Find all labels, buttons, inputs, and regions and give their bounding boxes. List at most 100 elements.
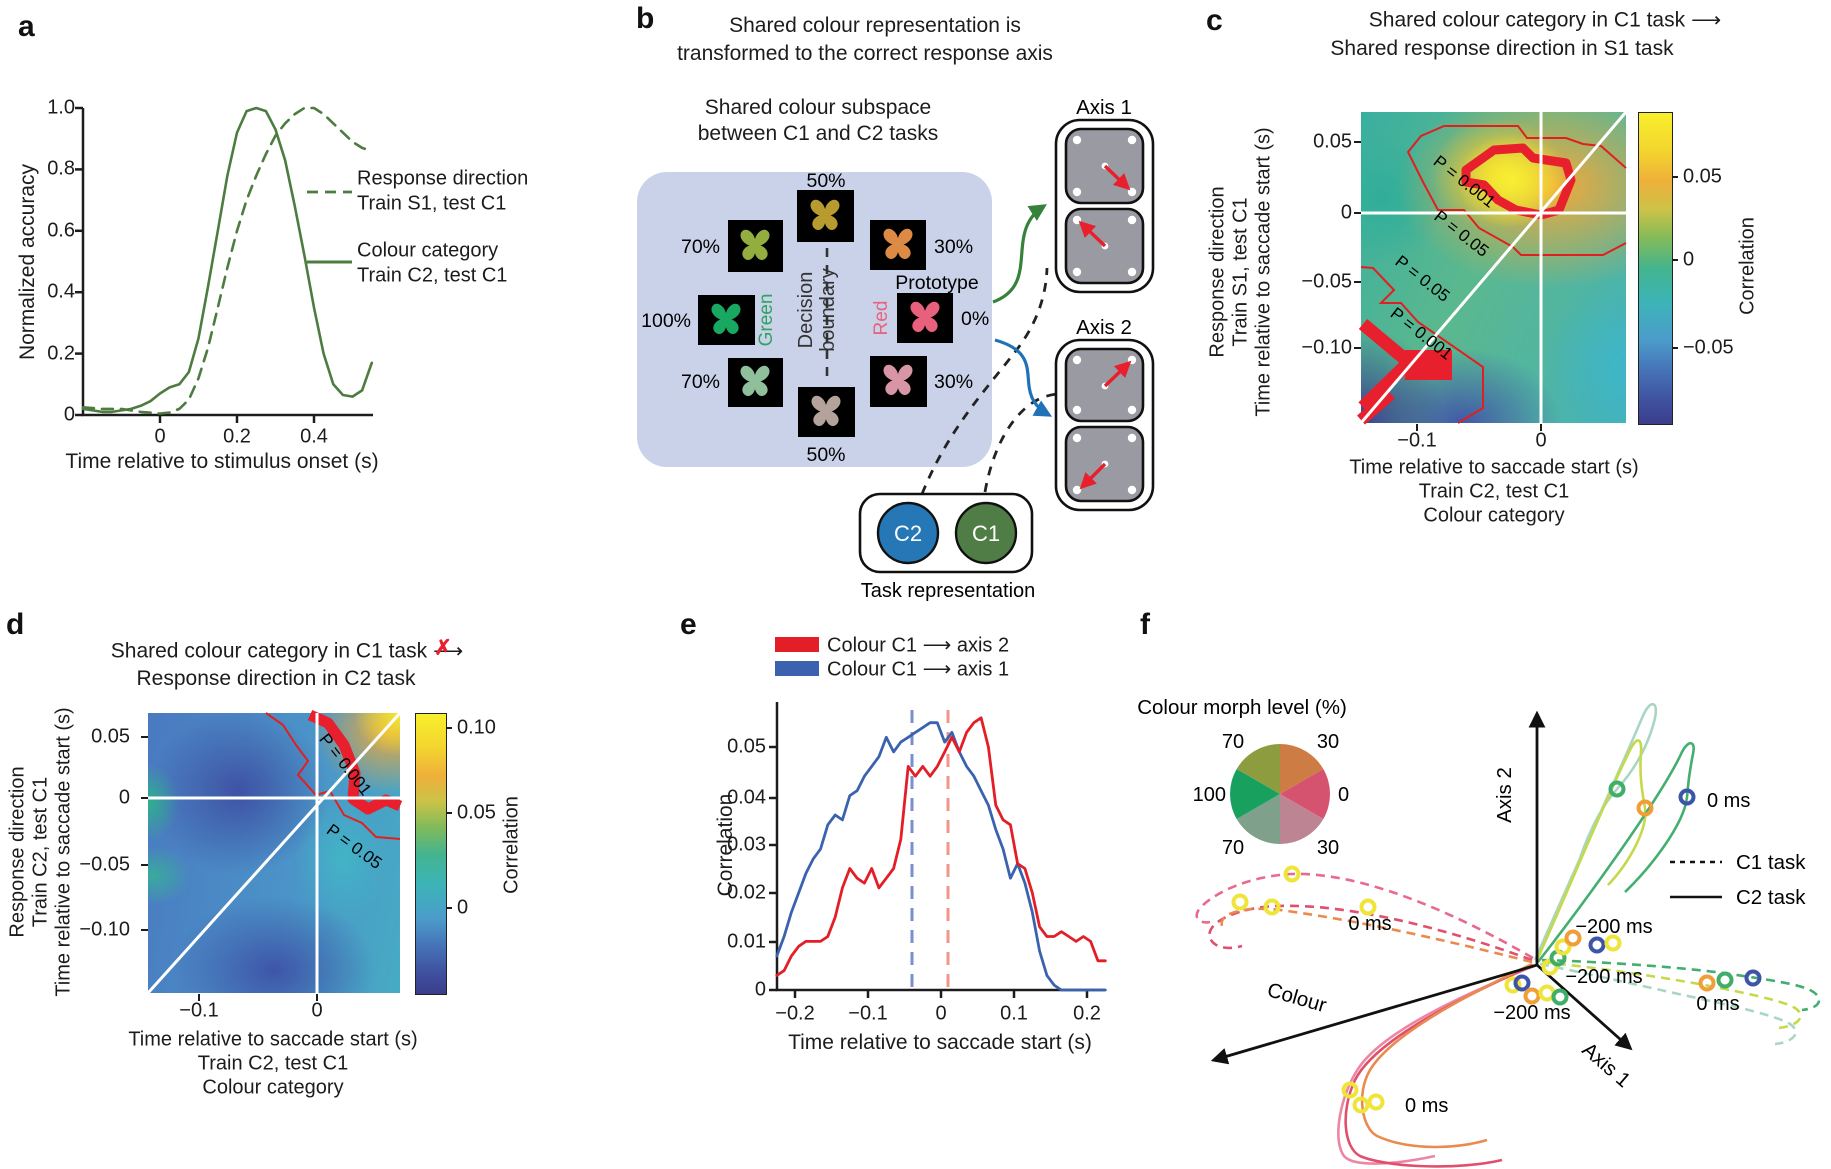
task-to-axis2-connector xyxy=(983,392,1058,493)
panel-d-ylabel-3: Time relative to saccade start (s) xyxy=(52,707,75,997)
panel-a-plot xyxy=(75,106,374,423)
x-tick-label: 0 xyxy=(935,1002,947,1025)
p-value-label: P = 0.05 xyxy=(1392,252,1454,306)
panel-d-title-line1: Shared colour category in C1 task ⟶ ✗ xyxy=(111,636,464,664)
y-tick-label: 0.01 xyxy=(727,930,766,953)
pie-label: 70 xyxy=(1222,731,1244,753)
colour-axis-label: Colour xyxy=(1265,978,1330,1017)
y-tick-label: 0.05 xyxy=(91,725,130,748)
morph-pct-top: 50% xyxy=(806,170,845,192)
axis2-label: Axis 2 xyxy=(1076,316,1132,339)
y-tick-label: 0.03 xyxy=(727,833,766,856)
task-c2-text: C2 xyxy=(894,521,922,546)
axis-ticks xyxy=(75,106,316,423)
y-tick-label: −0.10 xyxy=(1301,336,1352,359)
panel-e-xlabel: Time relative to saccade start (s) xyxy=(788,1031,1092,1054)
y-tick-label: 0.6 xyxy=(47,219,75,242)
pie-wedge-70-top-left xyxy=(1236,744,1280,794)
time-label-m200ms: −200 ms xyxy=(1565,966,1642,988)
axis-ticks xyxy=(769,745,1089,998)
heatmap-d-overlay: P = 0.001 P = 0.05 xyxy=(146,709,403,995)
time-markers xyxy=(1231,780,1762,1114)
legend-swatch-blue xyxy=(775,661,819,676)
time-label-0ms: 0 ms xyxy=(1696,993,1739,1015)
pie-label: 70 xyxy=(1222,837,1244,859)
y-tick-label: −0.05 xyxy=(1301,270,1352,293)
x-tick-mark xyxy=(1416,424,1418,431)
x-tick-mark xyxy=(1540,424,1542,431)
legend-c2-task: C2 task xyxy=(1736,886,1806,909)
panel-e-plot xyxy=(769,702,1107,998)
significant-cluster-negative xyxy=(1358,359,1412,412)
pie-wedge-70-bottom-left xyxy=(1236,794,1280,844)
task-c1-text: C1 xyxy=(972,521,1000,546)
panel-c-label: c xyxy=(1206,4,1223,37)
red-category-label: Red xyxy=(871,301,892,336)
legend-label: Train C2, test C1 xyxy=(357,264,508,287)
colorbar-tick xyxy=(446,727,452,729)
panel-d-ylabel-1: Response direction xyxy=(6,766,29,938)
colorbar-d xyxy=(415,713,447,995)
panel-a-xlabel: Time relative to stimulus onset (s) xyxy=(65,450,379,473)
axis2-axis-label: Axis 2 xyxy=(1493,767,1516,823)
x-tick-mark xyxy=(316,994,318,1001)
y-tick-label: −0.05 xyxy=(79,853,130,876)
x-tick-label: 0.4 xyxy=(300,425,328,448)
arrow-icon: ⟶ xyxy=(922,634,952,657)
y-tick-mark xyxy=(141,864,148,866)
morph-pct-bottom: 50% xyxy=(806,444,845,466)
panel-b-subtitle-line1: Shared colour subspace xyxy=(704,96,932,119)
decision-label-1: Decision xyxy=(795,272,817,349)
y-tick-label: 0.04 xyxy=(727,786,766,809)
panel-c-title-text: Shared colour category in C1 task xyxy=(1368,8,1686,32)
x-tick-label: 0 xyxy=(1535,429,1547,452)
morph-pct-upper-right: 30% xyxy=(934,236,973,258)
p-value-label: P = 0.05 xyxy=(1431,207,1493,261)
significant-cluster-negative xyxy=(1405,350,1452,380)
panel-c-ylabel-1: Response direction xyxy=(1206,186,1229,358)
y-tick-label: 0.4 xyxy=(47,280,75,303)
time-label-m200ms: −200 ms xyxy=(1575,916,1652,938)
pie-label: 30 xyxy=(1317,731,1339,753)
x-tick-label: 0.2 xyxy=(223,425,251,448)
heatmap-c-overlay: P = 0.001 P = 0.05 P = 0.05 P = 0.001 xyxy=(1357,111,1628,425)
series-response-direction-train-s1-test-c1 xyxy=(81,106,374,415)
panel-a-label: a xyxy=(18,10,35,43)
colorbar-tick xyxy=(446,907,452,909)
colorbar-tick-label: 0 xyxy=(457,896,469,919)
colorbar-tick xyxy=(1672,259,1678,261)
legend-row-axis2: Colour C1 ⟶ axis 2 xyxy=(827,634,1010,657)
diagonal-line xyxy=(1359,111,1628,424)
panel-d-xlabel-2: Train C2, test C1 xyxy=(197,1052,349,1075)
y-tick-mark xyxy=(1354,347,1361,349)
y-tick-label: 0 xyxy=(63,403,75,426)
panel-b-diagram: Decision boundary 50% 70% 30% 100% 0% 70… xyxy=(637,96,1155,602)
pie-wedge-0-right xyxy=(1280,769,1330,819)
colorbar-tick xyxy=(1672,347,1678,349)
y-tick-mark xyxy=(1354,281,1361,283)
series-colour-c1-axis-1 xyxy=(775,721,1107,992)
x-tick-mark xyxy=(198,994,200,1001)
p-value-label: P = 0.001 xyxy=(1430,152,1499,212)
significant-cluster-positive xyxy=(1461,143,1576,220)
arrow-icon: ⟶ xyxy=(1691,8,1722,32)
pie-wedge-100-left xyxy=(1230,769,1280,819)
c1-task-trajectories xyxy=(1195,872,1821,1046)
morph-tiles xyxy=(698,190,953,437)
panel-c-title-line2: Shared response direction in S1 task xyxy=(1330,37,1674,60)
p-value-label: P = 0.05 xyxy=(323,820,386,873)
blue-mapping-arrow xyxy=(994,338,1053,417)
task-c1-circle xyxy=(954,501,1018,565)
pie-wedge-30-bottom-right xyxy=(1280,794,1324,844)
x-tick-label: −0.1 xyxy=(848,1002,888,1025)
prototype-label: Prototype xyxy=(895,272,978,294)
crossed-arrow-icon: ⟶ ✗ xyxy=(433,636,464,663)
p005-contour xyxy=(1406,125,1627,256)
colorbar-tick xyxy=(446,812,452,814)
arrow-icon: ⟶ xyxy=(922,658,952,681)
panel-d-ylabel-2: Train C2, test C1 xyxy=(29,776,52,928)
x-tick-label: −0.2 xyxy=(775,1002,815,1025)
morph-pct-left: 100% xyxy=(641,310,691,332)
panel-d-title-line2: Response direction in C2 task xyxy=(136,667,416,690)
panel-c-xlabel-2: Train C2, test C1 xyxy=(1418,480,1570,503)
